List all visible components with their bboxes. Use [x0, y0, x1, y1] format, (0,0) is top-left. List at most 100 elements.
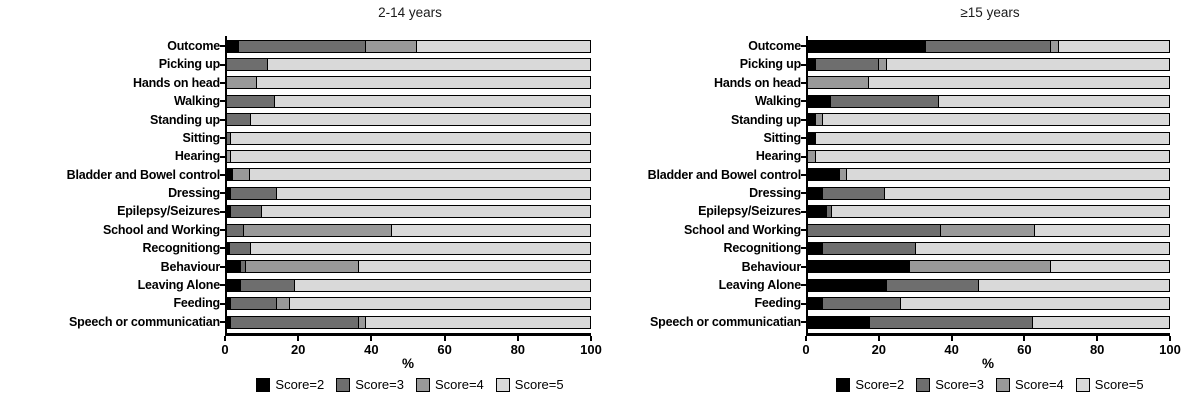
- bar-segment-score3: [231, 206, 263, 218]
- legend-swatch-score3: [336, 377, 351, 392]
- category-tick: [220, 137, 225, 140]
- category-row: Hands on head: [0, 74, 591, 92]
- bar-segment-score4: [910, 261, 1052, 273]
- bar-segment-score3: [238, 40, 367, 52]
- stacked-bar: [225, 223, 591, 237]
- bar-segment-score3: [886, 279, 979, 291]
- category-tick: [801, 45, 806, 48]
- x-tick: [370, 335, 373, 341]
- bar-segment-score2: [807, 132, 817, 144]
- bar-segment-score3: [823, 187, 885, 199]
- y-axis: [806, 36, 808, 334]
- bar-segment-score3: [926, 40, 1052, 52]
- chart-title: 2-14 years: [378, 5, 442, 20]
- x-axis: 0 20 40 60 80 100: [802, 333, 1181, 357]
- category-label: Outcome: [748, 38, 801, 53]
- chart-panel-15plus-years: ≥15 years Outcome Picking up Hands on head…: [600, 0, 1200, 410]
- category-label: Epilepsy/Seizures: [117, 204, 220, 219]
- category-row: Hands on head: [600, 74, 1170, 92]
- category-tick: [801, 192, 806, 195]
- category-label: Standing up: [149, 112, 220, 127]
- category-label: Recognitiong: [142, 241, 221, 256]
- x-axis-label: %: [401, 356, 414, 371]
- legend-item: Score=4: [996, 377, 1064, 392]
- bar-segment-score3: [830, 95, 940, 107]
- stacked-bar: [806, 205, 1170, 219]
- category-label: Bladder and Bowel control: [66, 167, 221, 182]
- category-label: Behaviour: [160, 259, 221, 274]
- category-label: Walking: [173, 94, 220, 109]
- category-label: Picking up: [739, 57, 801, 72]
- bar-segment-score3: [240, 279, 296, 291]
- legend-swatch-score5: [1075, 377, 1090, 392]
- legend-item: Score=5: [495, 377, 564, 392]
- x-tick-label: 0: [802, 342, 810, 357]
- stacked-bar: [806, 39, 1170, 53]
- category-label: Walking: [754, 94, 801, 109]
- x-tick-label: 100: [1159, 342, 1181, 357]
- category-tick: [801, 173, 806, 176]
- bar-segment-score3: [226, 114, 252, 126]
- bar-segment-score4: [839, 169, 847, 181]
- category-row: Behaviour: [600, 258, 1170, 276]
- bar-segment-score2: [226, 40, 239, 52]
- category-row: Hearing: [0, 147, 591, 165]
- stacked-bar: [225, 278, 591, 292]
- stacked-bar: [806, 241, 1170, 255]
- category-tick: [220, 192, 225, 195]
- category-tick: [801, 210, 806, 213]
- category-row: Sitting: [600, 129, 1170, 147]
- x-tick-label: 100: [580, 342, 602, 357]
- category-row: Picking up: [600, 55, 1170, 73]
- x-tick-label: 80: [510, 342, 526, 357]
- category-row: Bladder and Bowel control: [0, 166, 591, 184]
- category-tick: [220, 100, 225, 103]
- category-tick: [220, 284, 225, 287]
- category-row: Dressing: [600, 184, 1170, 202]
- bar-segment-score2: [807, 169, 840, 181]
- legend-label: Score=2: [855, 377, 905, 392]
- bar-segment-score4: [816, 114, 824, 126]
- x-tick: [805, 335, 807, 341]
- bar-segment-score2: [226, 261, 241, 273]
- bar-segment-score2: [226, 169, 234, 181]
- category-label: Dressing: [168, 186, 220, 201]
- category-tick: [801, 100, 806, 103]
- category-row: Speech or communicatian: [600, 313, 1170, 331]
- stacked-bar: [225, 241, 591, 255]
- bar-segment-score2: [807, 298, 824, 310]
- category-label: School and Working: [683, 222, 801, 237]
- category-label: Sitting: [182, 130, 221, 145]
- bar-segment-score3: [226, 95, 276, 107]
- category-tick: [220, 210, 225, 213]
- x-tick: [224, 335, 226, 341]
- category-label: Hearing: [755, 149, 801, 164]
- category-row: Dressing: [0, 184, 591, 202]
- bar-segment-score2: [226, 187, 232, 199]
- category-row: Hearing: [600, 147, 1170, 165]
- category-row: Speech or communicatian: [0, 313, 591, 331]
- stacked-bar: [806, 297, 1170, 311]
- stacked-bar: [225, 168, 591, 182]
- stacked-bar: [806, 186, 1170, 200]
- x-tick-label: 20: [290, 342, 306, 357]
- bar-segment-score4: [226, 77, 257, 89]
- category-row: Recognitiong: [600, 239, 1170, 257]
- bar-rows: Outcome Picking up Hands on head Walking Sta…: [0, 37, 591, 331]
- category-row: Leaving Alone: [600, 276, 1170, 294]
- stacked-bar: [806, 58, 1170, 72]
- category-label: Leaving Alone: [137, 278, 221, 293]
- bar-segment-score3: [229, 242, 252, 254]
- legend-label: Score=5: [514, 377, 564, 392]
- stacked-bar: [806, 168, 1170, 182]
- category-label: Outcome: [167, 38, 220, 53]
- stacked-bar: [806, 131, 1170, 145]
- legend-label: Score=3: [935, 377, 984, 392]
- category-row: School and Working: [0, 221, 591, 239]
- bar-segment-score2: [807, 40, 927, 52]
- legend-swatch-score2: [836, 377, 851, 392]
- bar-segment-score4: [807, 151, 817, 163]
- legend-swatch-score3: [916, 377, 931, 392]
- category-row: Epilepsy/Seizures: [600, 203, 1170, 221]
- legend-item: Score=2: [836, 377, 904, 392]
